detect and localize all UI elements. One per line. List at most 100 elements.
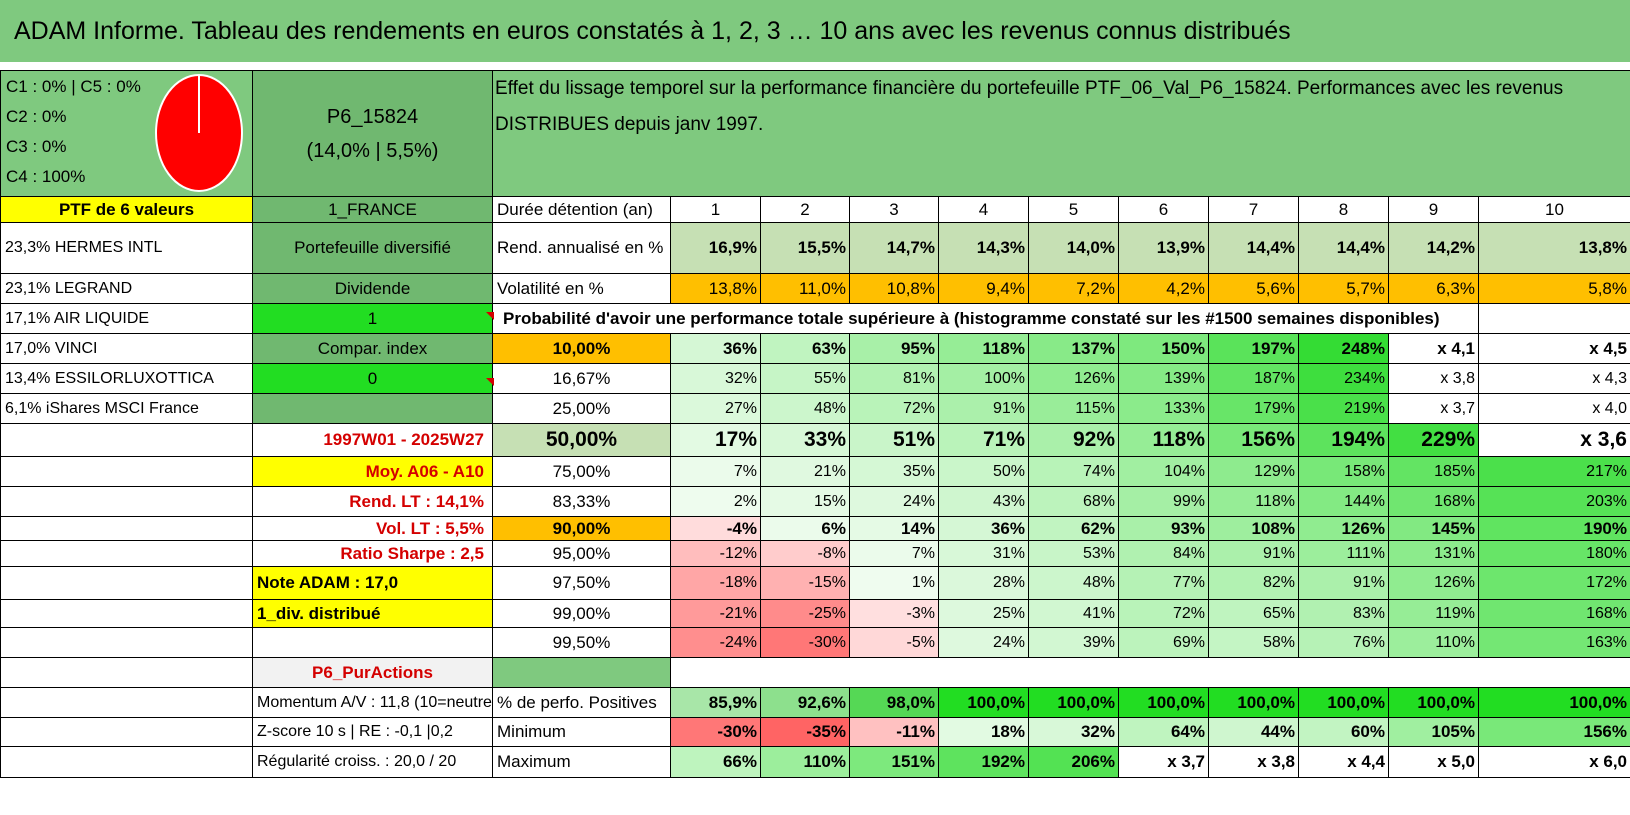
title-gap xyxy=(0,62,1630,70)
probability-value: 100% xyxy=(938,363,1029,394)
duration-label: Durée détention (an) xyxy=(492,196,671,223)
probability-value: 14% xyxy=(849,516,939,541)
stat-label: Minimum xyxy=(492,717,671,747)
probability-value: 81% xyxy=(849,363,939,394)
probability-value: 25% xyxy=(938,599,1029,628)
empty-cell xyxy=(1478,303,1630,334)
probability-value: 27% xyxy=(670,393,761,424)
holding-row: 17,1% AIR LIQUIDE xyxy=(0,303,253,334)
year-header: 10 xyxy=(1478,196,1630,223)
year-header: 6 xyxy=(1118,196,1209,223)
period-label: 1997W01 - 2025W27 xyxy=(252,423,493,457)
description-line: DISTRIBUES depuis janv 1997. xyxy=(495,114,764,135)
probability-value: 21% xyxy=(760,456,850,487)
probability-value: 150% xyxy=(1118,333,1209,364)
probability-value: 2% xyxy=(670,486,761,517)
probability-value: 1% xyxy=(849,566,939,600)
probability-value: 36% xyxy=(938,516,1029,541)
probability-value: 185% xyxy=(1388,456,1479,487)
stat-value: 206% xyxy=(1028,746,1119,778)
probability-title: Probabilité d'avoir une performance tota… xyxy=(492,303,1479,334)
title-bar: ADAM Informe. Tableau des rendements en … xyxy=(0,0,1630,62)
probability-value: 77% xyxy=(1118,566,1209,600)
probability-value: 83% xyxy=(1298,599,1389,628)
probability-value: 158% xyxy=(1298,456,1389,487)
probability-value: 51% xyxy=(849,423,939,457)
pur-actions-label: P6_PurActions xyxy=(252,657,493,688)
vol-value: 5,8% xyxy=(1478,273,1630,304)
empty-cell xyxy=(670,657,1630,688)
probability-value: 71% xyxy=(938,423,1029,457)
probability-value: x 4,5 xyxy=(1478,333,1630,364)
probability-value: 144% xyxy=(1298,486,1389,517)
probability-value: -15% xyxy=(760,566,850,600)
probability-value: 108% xyxy=(1208,516,1299,541)
stat-value: 100,0% xyxy=(1478,687,1630,718)
vol-value: 10,8% xyxy=(849,273,939,304)
rend-value: 14,2% xyxy=(1388,222,1479,274)
probability-value: 110% xyxy=(1388,627,1479,658)
empty-cell xyxy=(0,627,253,658)
dividend-label: Dividende xyxy=(252,273,493,304)
probability-value: 180% xyxy=(1478,540,1630,567)
stat-value: 156% xyxy=(1478,717,1630,747)
vol-lt-label: Vol. LT : 5,5% xyxy=(252,516,493,541)
empty-cell xyxy=(0,516,253,541)
dividend-value: 1 xyxy=(252,303,493,334)
probability-value: 172% xyxy=(1478,566,1630,600)
probability-value: 31% xyxy=(938,540,1029,567)
probability-value: 217% xyxy=(1478,456,1630,487)
probability-value: 145% xyxy=(1388,516,1479,541)
probability-value: 131% xyxy=(1388,540,1479,567)
probability-value: 50% xyxy=(938,456,1029,487)
empty-cell xyxy=(252,627,493,658)
portfolio-stats: (14,0% | 5,5%) xyxy=(306,139,439,162)
probability-value: 118% xyxy=(1208,486,1299,517)
country-cell: 1_FRANCE xyxy=(252,196,493,223)
holding-row: 6,1% iShares MSCI France xyxy=(0,393,253,424)
legend-line: C3 : 0% xyxy=(6,137,67,156)
probability-value: 76% xyxy=(1298,627,1389,658)
description-cell: Effet du lissage temporel sur la perform… xyxy=(492,70,1630,197)
probability-value: 62% xyxy=(1028,516,1119,541)
probability-value: 48% xyxy=(1028,566,1119,600)
portfolio-cell: P6_15824 (14,0% | 5,5%) xyxy=(252,70,493,197)
indicator-label: Régularité croiss. : 20,0 / 20 xyxy=(252,746,493,778)
comment-marker xyxy=(486,312,494,320)
rend-value: 14,0% xyxy=(1028,222,1119,274)
year-header: 9 xyxy=(1388,196,1479,223)
probability-threshold: 16,67% xyxy=(492,363,671,394)
stat-value: 32% xyxy=(1028,717,1119,747)
probability-value: 126% xyxy=(1298,516,1389,541)
vol-value: 9,4% xyxy=(938,273,1029,304)
indicator-label: Momentum A/V : 11,8 (10=neutre) xyxy=(252,687,493,718)
probability-value: 234% xyxy=(1298,363,1389,394)
vol-value: 13,8% xyxy=(670,273,761,304)
probability-value: -18% xyxy=(670,566,761,600)
probability-value: 118% xyxy=(938,333,1029,364)
probability-value: 168% xyxy=(1388,486,1479,517)
stat-value: 100,0% xyxy=(1028,687,1119,718)
stat-value: 192% xyxy=(938,746,1029,778)
stat-value: 100,0% xyxy=(1208,687,1299,718)
probability-value: 43% xyxy=(938,486,1029,517)
comment-marker xyxy=(486,378,494,386)
stat-value: 98,0% xyxy=(849,687,939,718)
probability-value: 63% xyxy=(760,333,850,364)
stat-value: 66% xyxy=(670,746,761,778)
probability-value: 65% xyxy=(1208,599,1299,628)
note-label: Note ADAM : 17,0 xyxy=(252,566,493,600)
probability-value: 203% xyxy=(1478,486,1630,517)
probability-threshold: 99,50% xyxy=(492,627,671,658)
stat-value: 60% xyxy=(1298,717,1389,747)
stat-value: 105% xyxy=(1388,717,1479,747)
probability-value: -3% xyxy=(849,599,939,628)
holding-row: 13,4% ESSILORLUXOTTICA xyxy=(0,363,253,394)
stat-value: x 4,4 xyxy=(1298,746,1389,778)
stat-value: x 6,0 xyxy=(1478,746,1630,778)
stat-value: 100,0% xyxy=(1298,687,1389,718)
probability-threshold: 99,00% xyxy=(492,599,671,628)
probability-value: 39% xyxy=(1028,627,1119,658)
rend-value: 15,5% xyxy=(760,222,850,274)
vol-value: 11,0% xyxy=(760,273,850,304)
